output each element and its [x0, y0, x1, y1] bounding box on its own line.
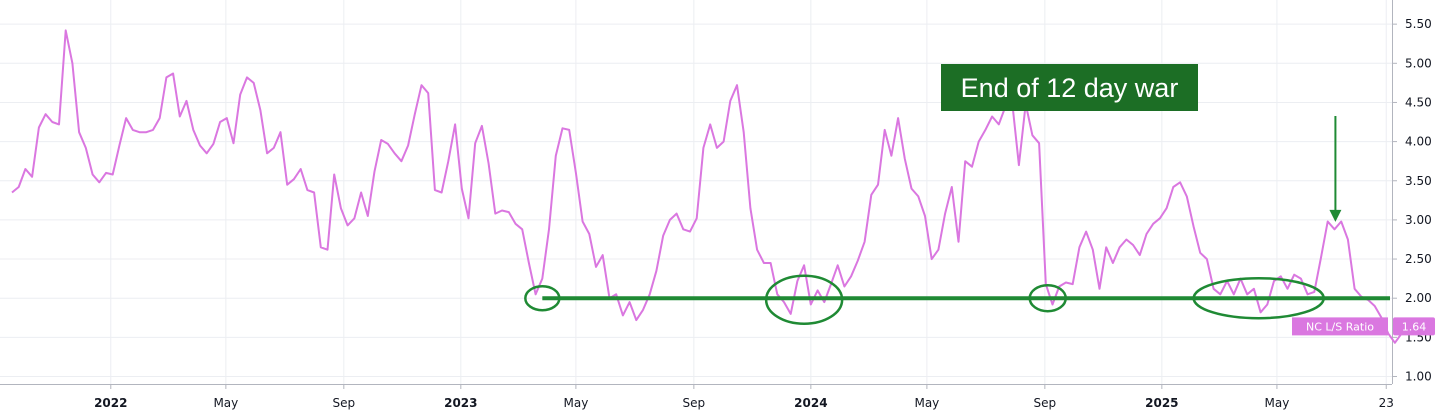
highlight-circle: [1028, 283, 1067, 313]
x-tick-label: May: [213, 396, 238, 410]
highlight-circle: [524, 284, 561, 312]
x-tick-label: 2023: [444, 396, 477, 410]
x-tick-label: Sep: [683, 396, 706, 410]
y-tick-label: 2.50: [1405, 252, 1432, 266]
annotation-arrowhead: [1329, 209, 1342, 222]
y-tick-label: 5.00: [1405, 56, 1432, 70]
x-tick-label: 2025: [1145, 396, 1178, 410]
series-name-tag: [1292, 317, 1388, 336]
axes: [0, 0, 1397, 389]
x-tick-label: May: [563, 396, 588, 410]
x-tick-label: Sep: [1034, 396, 1057, 410]
x-tick-label: 23: [1379, 396, 1394, 410]
x-tick-label: 2024: [794, 396, 827, 410]
annotation-text: End of 12 day war: [961, 73, 1179, 103]
x-axis-ticks: 2022 May Sep 2023 May Sep 2024 May Sep 2025 May 23: [94, 396, 1394, 410]
last-value-tag: NC L/S Ratio 1.64: [1292, 317, 1435, 336]
last-value-badge: [1393, 317, 1435, 336]
y-tick-label: 1.00: [1405, 370, 1432, 384]
y-tick-label: 4.50: [1405, 95, 1432, 109]
annotation: End of 12 day war: [941, 64, 1342, 222]
x-tick-label: Sep: [333, 396, 356, 410]
x-tick-label: May: [914, 396, 939, 410]
series-line: [11, 29, 1410, 344]
y-tick-label: 2.00: [1405, 291, 1432, 305]
y-tick-label: 3.00: [1405, 213, 1432, 227]
highlight-circle: [1192, 276, 1325, 320]
x-tick-label: May: [1265, 396, 1290, 410]
last-value-label: 1.64: [1402, 320, 1427, 333]
y-tick-label: 5.50: [1405, 17, 1432, 31]
annotation-box: [941, 64, 1198, 111]
grid-lines: [0, 0, 1392, 384]
y-axis-ticks: 1.001.502.002.503.003.504.004.505.005.50: [1405, 17, 1432, 383]
y-tick-label: 3.50: [1405, 174, 1432, 188]
y-tick-label: 4.00: [1405, 135, 1432, 149]
series-name-label: NC L/S Ratio: [1306, 320, 1374, 333]
highlight-circles: [524, 274, 1325, 326]
highlight-circle: [764, 274, 844, 326]
x-tick-label: 2022: [94, 396, 127, 410]
